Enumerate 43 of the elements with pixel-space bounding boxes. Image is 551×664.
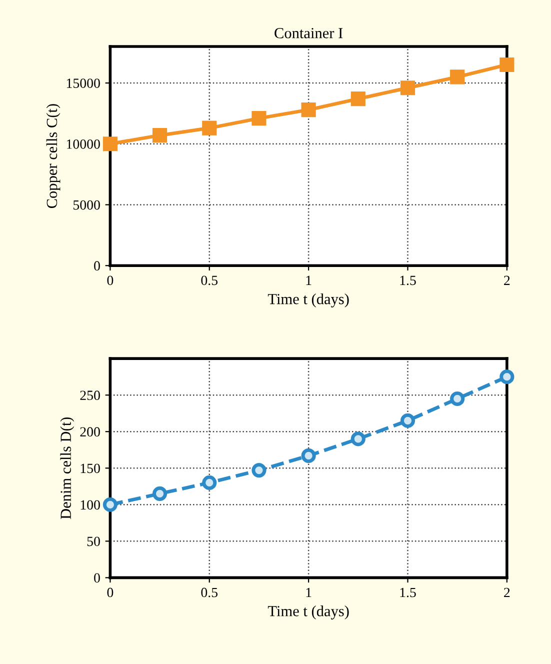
y-tick-label: 250	[80, 390, 100, 400]
point	[301, 448, 316, 463]
y-axis-title: Copper cells C(t)	[46, 104, 60, 208]
point	[500, 57, 514, 72]
y-tick-label: 200	[80, 427, 100, 437]
x-axis-title: Time t (days)	[268, 293, 349, 308]
y-tick-label: 5000	[74, 200, 100, 210]
x-tick-label: 2	[504, 588, 510, 598]
point	[202, 475, 217, 490]
x-tick-label: 2	[504, 276, 510, 285]
x-tick-label: 1.5	[400, 588, 416, 598]
point	[202, 120, 217, 136]
x-tick-label: 0	[107, 588, 114, 598]
x-tick-label: 1.5	[400, 276, 416, 286]
x-tick-label: 1	[306, 276, 312, 285]
point	[102, 497, 118, 512]
point	[400, 80, 416, 96]
point	[152, 128, 168, 143]
y-axis-title: Denim cells D(t)	[60, 417, 74, 520]
y-tick-label: 50	[87, 536, 100, 546]
y-tick-label: 100	[80, 500, 100, 510]
point	[400, 413, 416, 428]
x-tick-label: 0.5	[201, 588, 218, 598]
point	[350, 92, 366, 106]
point	[301, 102, 316, 118]
point	[152, 486, 168, 501]
x-tick-label: 0	[107, 276, 114, 286]
point	[500, 370, 514, 384]
y-tick-label: 15000	[66, 78, 100, 88]
point	[252, 111, 266, 126]
y-tick-label: 10000	[66, 139, 100, 149]
point	[350, 432, 366, 446]
point	[102, 136, 118, 152]
y-tick-label: 150	[80, 464, 100, 474]
point	[252, 463, 266, 478]
point	[450, 391, 465, 406]
x-tick-label: 1	[306, 588, 312, 598]
x-tick-label: 0.5	[201, 276, 218, 286]
point	[450, 70, 465, 84]
chart-title: Container I	[274, 28, 343, 38]
y-tick-label: 0	[94, 261, 100, 271]
y-tick-label: 0	[94, 573, 100, 583]
x-axis-title: Time t (days)	[268, 606, 349, 620]
